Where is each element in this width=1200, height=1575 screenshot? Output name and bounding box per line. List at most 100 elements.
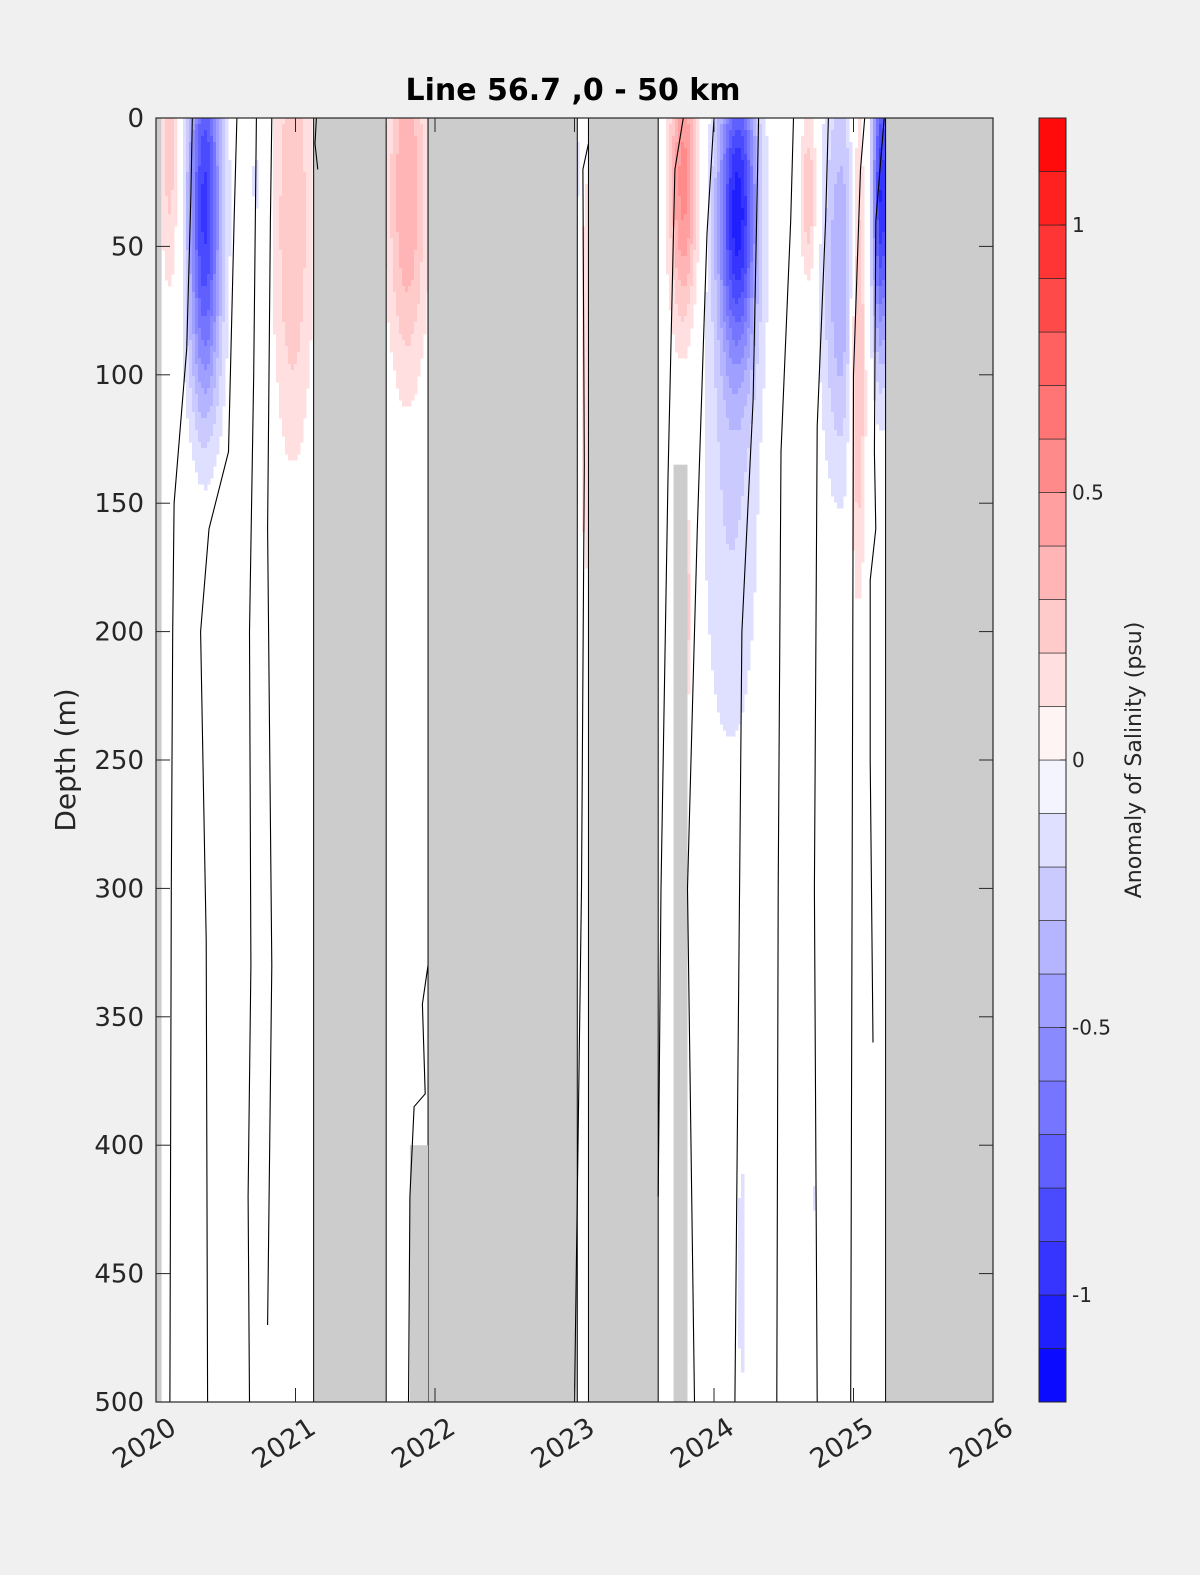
anomaly-cell	[210, 118, 214, 125]
anomaly-cell	[825, 268, 829, 275]
anomaly-cell	[165, 262, 169, 269]
anomaly-cell	[168, 154, 172, 161]
anomaly-cell	[738, 1324, 742, 1331]
anomaly-cell	[393, 130, 397, 137]
anomaly-cell	[807, 190, 811, 197]
anomaly-cell	[765, 202, 769, 209]
anomaly-cell	[756, 412, 760, 419]
anomaly-cell	[291, 154, 295, 161]
anomaly-cell	[714, 688, 718, 695]
anomaly-cell	[255, 178, 259, 185]
anomaly-cell	[708, 466, 712, 473]
anomaly-cell	[204, 232, 208, 239]
anomaly-cell	[708, 472, 712, 479]
anomaly-cell	[732, 226, 736, 233]
anomaly-cell	[720, 676, 724, 683]
anomaly-cell	[741, 334, 745, 341]
anomaly-cell	[717, 598, 721, 605]
anomaly-cell	[195, 340, 199, 347]
anomaly-cell	[279, 250, 283, 257]
anomaly-cell	[219, 178, 223, 185]
anomaly-cell	[720, 706, 724, 713]
anomaly-cell	[681, 166, 685, 173]
anomaly-cell	[825, 346, 829, 353]
anomaly-cell	[210, 448, 214, 455]
anomaly-cell	[288, 202, 292, 209]
anomaly-cell	[186, 136, 190, 143]
anomaly-cell	[213, 460, 217, 467]
anomaly-cell	[204, 178, 208, 185]
anomaly-cell	[402, 370, 406, 377]
anomaly-cell	[300, 220, 304, 227]
anomaly-cell	[303, 298, 307, 305]
anomaly-cell	[810, 184, 814, 191]
anomaly-cell	[201, 220, 205, 227]
anomaly-cell	[813, 160, 817, 167]
anomaly-cell	[819, 280, 823, 287]
anomaly-cell	[675, 238, 679, 245]
anomaly-cell	[300, 262, 304, 269]
anomaly-cell	[306, 292, 310, 299]
anomaly-cell	[747, 370, 751, 377]
anomaly-cell	[225, 232, 229, 239]
anomaly-cell	[744, 514, 748, 521]
anomaly-cell	[183, 298, 187, 305]
anomaly-cell	[303, 376, 307, 383]
anomaly-cell	[687, 592, 691, 599]
anomaly-cell	[729, 676, 733, 683]
anomaly-cell	[753, 346, 757, 353]
anomaly-cell	[411, 394, 415, 401]
anomaly-cell	[297, 196, 301, 203]
anomaly-cell	[210, 160, 214, 167]
anomaly-cell	[819, 268, 823, 275]
anomaly-cell	[747, 544, 751, 551]
anomaly-cell	[393, 322, 397, 329]
anomaly-cell	[717, 316, 721, 323]
anomaly-cell	[174, 202, 178, 209]
anomaly-cell	[411, 208, 415, 215]
anomaly-cell	[735, 316, 739, 323]
anomaly-cell	[750, 406, 754, 413]
anomaly-cell	[213, 124, 217, 131]
anomaly-cell	[387, 274, 391, 281]
anomaly-cell	[210, 208, 214, 215]
anomaly-cell	[303, 244, 307, 251]
anomaly-cell	[585, 316, 589, 323]
anomaly-cell	[735, 424, 739, 431]
anomaly-cell	[735, 346, 739, 353]
anomaly-cell	[732, 610, 736, 617]
anomaly-cell	[279, 400, 283, 407]
anomaly-cell	[282, 328, 286, 335]
anomaly-cell	[804, 268, 808, 275]
anomaly-cell	[756, 334, 760, 341]
anomaly-cell	[417, 352, 421, 359]
anomaly-cell	[753, 406, 757, 413]
anomaly-cell	[276, 322, 280, 329]
anomaly-cell	[807, 262, 811, 269]
anomaly-cell	[411, 130, 415, 137]
anomaly-cell	[417, 280, 421, 287]
anomaly-cell	[828, 136, 832, 143]
anomaly-cell	[759, 298, 763, 305]
anomaly-cell	[207, 352, 211, 359]
anomaly-cell	[753, 220, 757, 227]
anomaly-cell	[708, 346, 712, 353]
anomaly-cell	[738, 340, 742, 347]
anomaly-cell	[738, 1336, 742, 1343]
anomaly-cell	[747, 664, 751, 671]
anomaly-cell	[708, 484, 712, 491]
anomaly-cell	[300, 346, 304, 353]
anomaly-cell	[669, 208, 673, 215]
anomaly-cell	[291, 400, 295, 407]
anomaly-cell	[714, 640, 718, 647]
anomaly-cell	[735, 700, 739, 707]
anomaly-cell	[810, 178, 814, 185]
anomaly-cell	[750, 508, 754, 515]
anomaly-cell	[219, 136, 223, 143]
anomaly-cell	[408, 334, 412, 341]
anomaly-cell	[405, 274, 409, 281]
anomaly-cell	[747, 274, 751, 281]
anomaly-cell	[828, 310, 832, 317]
anomaly-cell	[405, 226, 409, 233]
anomaly-cell	[807, 136, 811, 143]
